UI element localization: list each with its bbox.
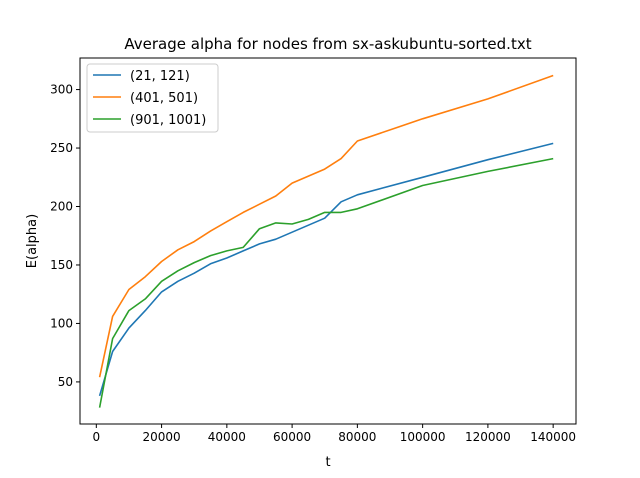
y-tick-label: 200 <box>50 200 73 214</box>
x-tick-label: 60000 <box>273 430 311 444</box>
x-tick-label: 120000 <box>465 430 511 444</box>
series-layer <box>98 74 554 408</box>
x-tick-label: 140000 <box>530 430 576 444</box>
y-tick-label: 250 <box>50 141 73 155</box>
legend-label: (21, 121) <box>130 69 190 84</box>
legend-label: (401, 501) <box>130 91 198 106</box>
y-axis-ticks: 50 100 150 200 250 300 <box>50 83 80 389</box>
legend: (21, 121) (401, 501) (901, 1001) <box>86 63 219 133</box>
legend-label: (901, 1001) <box>130 113 206 128</box>
x-tick-label: 80000 <box>338 430 376 444</box>
chart-title: Average alpha for nodes from sx-askubunt… <box>124 35 531 53</box>
series-line-1 <box>98 142 554 397</box>
y-tick-label: 100 <box>50 316 73 330</box>
x-tick-label: 40000 <box>208 430 246 444</box>
x-axis-label: t <box>325 455 330 470</box>
y-tick-label: 50 <box>58 375 73 389</box>
series-line-2 <box>98 74 554 378</box>
x-tick-label: 0 <box>92 430 100 444</box>
legend-box <box>86 63 219 133</box>
x-tick-label: 20000 <box>142 430 180 444</box>
series-line-3 <box>98 157 554 408</box>
y-tick-label: 150 <box>50 258 73 272</box>
x-tick-label: 100000 <box>400 430 446 444</box>
x-axis-ticks: 0 20000 40000 60000 80000 100000 120000 140000 <box>92 424 576 444</box>
y-tick-label: 300 <box>50 83 73 97</box>
plot-area-frame <box>79 57 577 425</box>
y-axis-label: E(alpha) <box>25 214 40 268</box>
